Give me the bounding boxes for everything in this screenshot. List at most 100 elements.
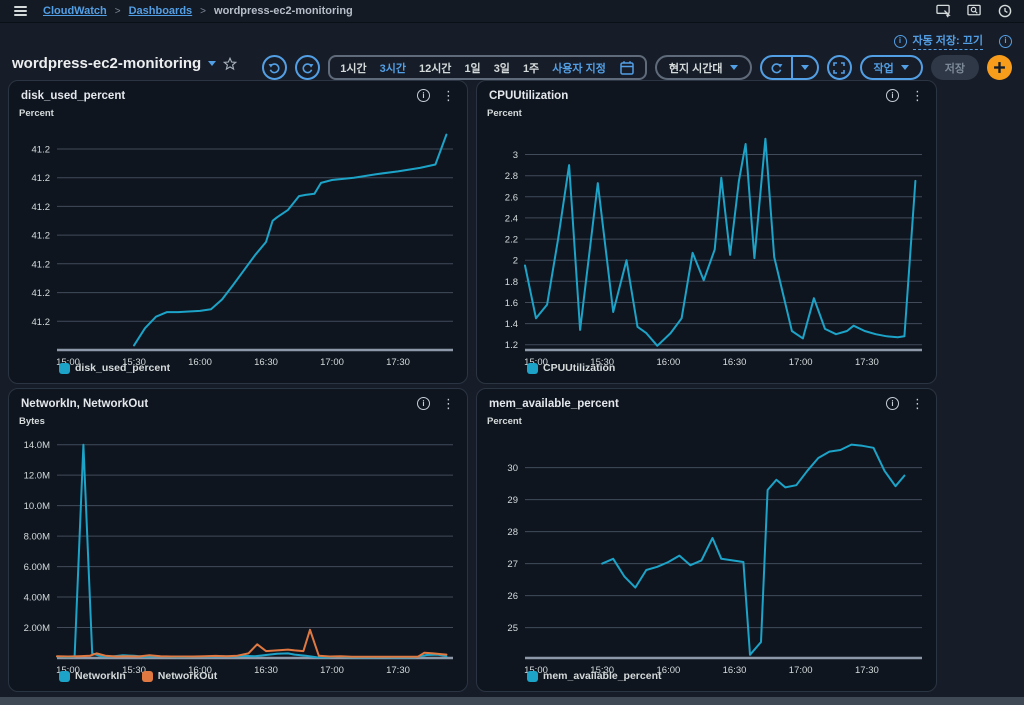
svg-text:15:30: 15:30 [590,665,614,676]
svg-text:15:30: 15:30 [122,357,146,368]
add-widget-button[interactable] [987,55,1012,80]
widget-info-icon[interactable]: i [886,397,899,410]
widget-menu-icon[interactable]: ⋮ [911,88,924,103]
svg-text:25: 25 [507,623,518,634]
svg-text:6.00M: 6.00M [24,562,50,573]
top-nav-bar: CloudWatch > Dashboards > wordpress-ec2-… [0,0,1024,23]
legend-item[interactable]: NetworkIn [59,670,126,682]
svg-text:1.8: 1.8 [505,277,518,288]
svg-text:17:30: 17:30 [855,357,879,368]
toolbar: 1시간 3시간 12시간 1일 3일 1주 사용자 지정 현지 시간대 [262,55,1012,80]
range-1h[interactable]: 1시간 [340,62,367,75]
range-3h[interactable]: 3시간 [379,62,406,75]
svg-text:41.2: 41.2 [32,231,51,242]
svg-text:Percent: Percent [19,108,55,119]
svg-text:41.2: 41.2 [32,317,51,328]
svg-text:1.6: 1.6 [505,298,518,309]
breadcrumb-current: wordpress-ec2-monitoring [214,5,353,17]
legend-label: NetworkIn [75,670,126,682]
range-custom[interactable]: 사용자 지정 [552,62,606,75]
display-pointer-icon[interactable] [936,4,951,18]
widget-info-icon[interactable]: i [417,89,430,102]
legend-item[interactable]: disk_used_percent [59,362,170,374]
breadcrumb-separator: > [200,5,207,17]
svg-text:Percent: Percent [487,108,523,119]
panel-disk-used-percent: disk_used_percent i ⋮ Percent 41.2 41.2 41.… [8,80,468,384]
dashboard-header: wordpress-ec2-monitoring i 자동 저장: 끄기 i 1… [0,23,1024,80]
legend-swatch [527,670,538,682]
dashboard-info-icon[interactable]: i [999,34,1012,48]
refresh-split-button [759,55,819,80]
svg-text:16:00: 16:00 [188,357,212,368]
legend-label: NetworkOut [157,670,218,682]
actions-dropdown[interactable]: 작업 [859,55,923,80]
autosave-toggle[interactable]: 자동 저장: 끄기 [912,32,983,50]
widget-info-icon[interactable]: i [417,397,430,410]
svg-text:10.0M: 10.0M [24,501,50,512]
svg-text:16:30: 16:30 [723,665,747,676]
save-button[interactable]: 저장 [930,55,979,80]
legend-label: mem_available_percent [543,670,662,682]
svg-text:41.2: 41.2 [32,145,51,156]
breadcrumb-cloudwatch[interactable]: CloudWatch [43,5,107,17]
dashboard-grid: disk_used_percent i ⋮ Percent 41.2 41.2 41.… [8,80,937,692]
chart-canvas-network[interactable]: Bytes 2.00M 4.00M 6.00M 8.00M 10.0M 12.0M 14.0M… [9,412,467,676]
chart-canvas-cpu[interactable]: Percent1.21.41.61.822.22.42.62.8315:0015… [477,104,936,368]
range-1w[interactable]: 1주 [522,62,540,75]
menu-hamburger-icon[interactable] [12,4,29,18]
redo-button[interactable] [295,55,321,80]
svg-text:17:00: 17:00 [789,665,813,676]
legend-item[interactable]: mem_available_percent [527,670,661,682]
range-1d[interactable]: 1일 [464,62,481,75]
chart-canvas-disk[interactable]: Percent41.241.241.241.241.241.241.215:00… [9,104,467,368]
chart-canvas-memory[interactable]: Percent25262728293015:0015:3016:0016:301… [477,412,936,676]
legend-item[interactable]: CPUUtilization [527,362,615,374]
fullscreen-button[interactable] [826,55,852,80]
time-range-selector: 1시간 3시간 12시간 1일 3일 1주 사용자 지정 [328,55,647,80]
breadcrumb-separator: > [114,5,121,17]
svg-text:Percent: Percent [487,416,523,427]
svg-text:16:30: 16:30 [254,665,278,676]
widget-menu-icon[interactable]: ⋮ [442,88,455,103]
horizontal-scrollbar[interactable] [0,697,1024,705]
panel-title: CPUUtilization [489,89,569,102]
history-clock-icon[interactable] [998,4,1012,18]
panel-mem-available-percent: mem_available_percent i ⋮ Percent 25 26 27 2… [476,388,937,692]
legend-swatch [141,670,153,682]
svg-text:15:30: 15:30 [122,665,146,676]
svg-text:12.0M: 12.0M [24,471,50,482]
undo-button[interactable] [262,55,288,80]
favorite-star-icon[interactable] [223,56,238,71]
legend-item[interactable]: NetworkOut [141,670,218,682]
svg-text:3: 3 [513,150,518,161]
autosave-info-icon[interactable]: i [893,34,907,48]
svg-text:4.00M: 4.00M [24,593,50,604]
svg-text:Bytes: Bytes [19,416,45,427]
calendar-icon[interactable] [619,60,635,76]
svg-text:16:00: 16:00 [188,665,212,676]
breadcrumb-dashboards[interactable]: Dashboards [128,5,193,17]
svg-text:17:00: 17:00 [320,357,344,368]
svg-text:16:00: 16:00 [657,357,681,368]
svg-text:41.2: 41.2 [32,259,51,270]
chart-legend: mem_available_percent [477,668,936,691]
svg-text:17:30: 17:30 [386,357,410,368]
range-12h[interactable]: 12시간 [418,62,452,75]
svg-text:41.2: 41.2 [32,173,51,184]
svg-text:27: 27 [507,559,518,570]
widget-menu-icon[interactable]: ⋮ [911,396,924,411]
svg-text:2.2: 2.2 [505,235,518,246]
screen-search-icon[interactable] [967,4,982,18]
svg-text:17:30: 17:30 [855,665,879,676]
refresh-options-button[interactable] [790,57,817,78]
widget-info-icon[interactable]: i [886,89,899,102]
timezone-dropdown[interactable]: 현지 시간대 [654,55,752,80]
range-3d[interactable]: 3일 [493,62,510,75]
page-title: wordpress-ec2-monitoring [12,55,202,72]
title-dropdown-caret-icon[interactable] [208,61,217,66]
widget-menu-icon[interactable]: ⋮ [442,396,455,411]
chart-legend: CPUUtilization [477,360,936,383]
svg-text:16:30: 16:30 [723,357,747,368]
refresh-button[interactable] [762,57,791,78]
svg-text:2.4: 2.4 [505,213,518,224]
